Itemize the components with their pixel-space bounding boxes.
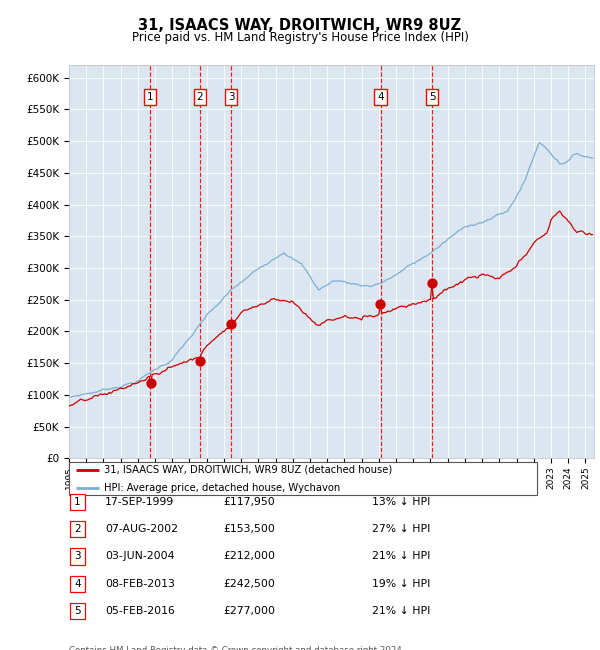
Text: 1: 1 bbox=[74, 497, 81, 507]
Text: 13% ↓ HPI: 13% ↓ HPI bbox=[372, 497, 430, 507]
Text: HPI: Average price, detached house, Wychavon: HPI: Average price, detached house, Wych… bbox=[104, 483, 340, 493]
Text: 03-JUN-2004: 03-JUN-2004 bbox=[105, 551, 175, 562]
Text: 08-FEB-2013: 08-FEB-2013 bbox=[105, 578, 175, 589]
Text: 31, ISAACS WAY, DROITWICH, WR9 8UZ: 31, ISAACS WAY, DROITWICH, WR9 8UZ bbox=[139, 18, 461, 33]
Text: Price paid vs. HM Land Registry's House Price Index (HPI): Price paid vs. HM Land Registry's House … bbox=[131, 31, 469, 44]
Text: 4: 4 bbox=[74, 578, 81, 589]
Text: 4: 4 bbox=[377, 92, 384, 101]
Text: 21% ↓ HPI: 21% ↓ HPI bbox=[372, 551, 430, 562]
Text: 21% ↓ HPI: 21% ↓ HPI bbox=[372, 606, 430, 616]
FancyBboxPatch shape bbox=[70, 493, 85, 510]
FancyBboxPatch shape bbox=[69, 462, 537, 495]
FancyBboxPatch shape bbox=[70, 521, 85, 538]
Text: 31, ISAACS WAY, DROITWICH, WR9 8UZ (detached house): 31, ISAACS WAY, DROITWICH, WR9 8UZ (deta… bbox=[104, 465, 392, 475]
Text: 3: 3 bbox=[228, 92, 235, 101]
Text: 17-SEP-1999: 17-SEP-1999 bbox=[105, 497, 174, 507]
Text: £277,000: £277,000 bbox=[223, 606, 275, 616]
FancyBboxPatch shape bbox=[70, 603, 85, 619]
Text: 3: 3 bbox=[74, 551, 81, 562]
Text: 2: 2 bbox=[74, 524, 81, 534]
Point bbox=[427, 278, 437, 288]
Point bbox=[226, 318, 236, 329]
Text: 2: 2 bbox=[197, 92, 203, 101]
Text: £242,500: £242,500 bbox=[223, 578, 275, 589]
Text: 5: 5 bbox=[429, 92, 436, 101]
Point bbox=[195, 356, 205, 366]
Text: 1: 1 bbox=[147, 92, 154, 101]
FancyBboxPatch shape bbox=[70, 575, 85, 592]
FancyBboxPatch shape bbox=[70, 548, 85, 565]
Text: 07-AUG-2002: 07-AUG-2002 bbox=[105, 524, 178, 534]
Text: £212,000: £212,000 bbox=[223, 551, 275, 562]
Text: £117,950: £117,950 bbox=[223, 497, 275, 507]
Text: 5: 5 bbox=[74, 606, 81, 616]
Text: 19% ↓ HPI: 19% ↓ HPI bbox=[372, 578, 430, 589]
Text: 27% ↓ HPI: 27% ↓ HPI bbox=[372, 524, 430, 534]
Text: 05-FEB-2016: 05-FEB-2016 bbox=[105, 606, 175, 616]
Text: Contains HM Land Registry data © Crown copyright and database right 2024.
This d: Contains HM Land Registry data © Crown c… bbox=[69, 646, 404, 650]
Point bbox=[376, 299, 385, 309]
Text: £153,500: £153,500 bbox=[223, 524, 275, 534]
Point bbox=[146, 378, 155, 389]
